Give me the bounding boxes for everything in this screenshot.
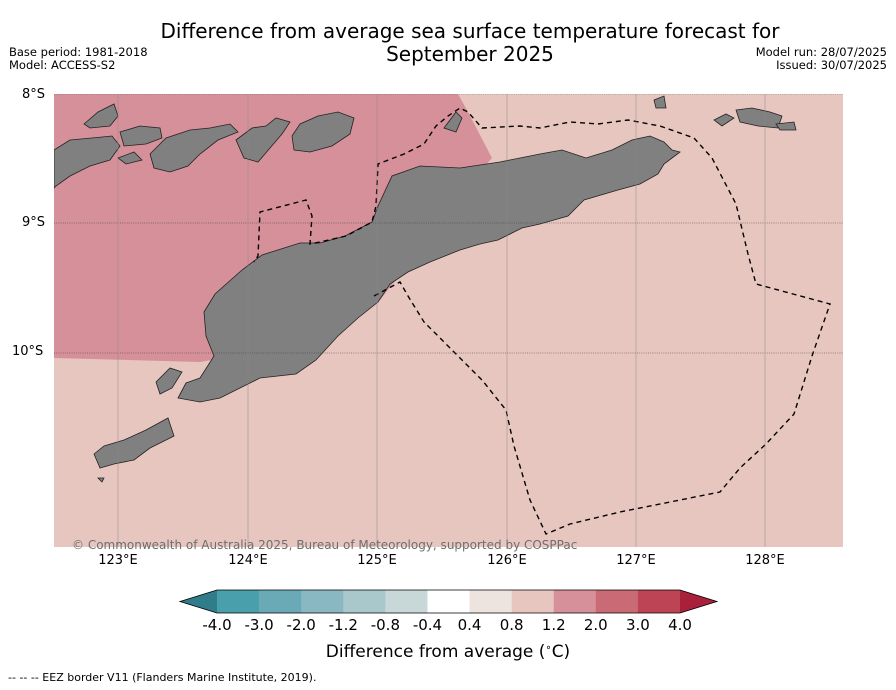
- title-line-1: Difference from average sea surface temp…: [160, 19, 780, 43]
- land-semau: [155, 367, 183, 395]
- lon-label-127e: 127°E: [616, 553, 656, 568]
- model-run: Model run: 28/07/2025: [755, 45, 887, 59]
- colorbar-segment: [553, 590, 597, 613]
- colorbar-label: Difference from average (∘C): [325, 642, 571, 662]
- colorbar-over-arrow: [680, 590, 717, 613]
- colorbar-segment: [595, 590, 639, 613]
- copyright-notice: © Commonwealth of Australia 2025, Bureau…: [72, 538, 578, 552]
- colorbar-tick-label: -3.0: [244, 616, 274, 634]
- eez-border: [253, 107, 831, 535]
- colorbar-under-arrow: [180, 590, 217, 613]
- colorbar-segment: [385, 590, 428, 613]
- land-islet-e: [713, 113, 735, 127]
- colorbar-tick-label: -1.2: [328, 616, 358, 634]
- meridians: [117, 94, 766, 547]
- land-flores: [54, 135, 121, 189]
- colorbar-segment: [217, 590, 260, 613]
- colorbar-segment: [469, 590, 512, 613]
- colorbar-tick-label: 3.0: [625, 616, 650, 634]
- colorbar-segment: [427, 590, 470, 613]
- issued-date: Issued: 30/07/2025: [776, 58, 887, 72]
- land-islet-g: [775, 121, 797, 131]
- land-timor: [177, 135, 681, 403]
- land-islet-c: [443, 111, 463, 133]
- lon-label-126e: 126°E: [487, 553, 527, 568]
- land-atauro: [291, 111, 355, 153]
- land-pantar: [119, 125, 163, 147]
- colorbar-segment: [301, 590, 344, 613]
- colorbar-tick-label: -4.0: [202, 616, 232, 634]
- land-islet-b: [117, 151, 143, 165]
- land-wetar: [235, 117, 291, 163]
- colorbar-segment: [511, 590, 555, 613]
- chart-title: Difference from average sea surface temp…: [120, 20, 820, 66]
- gridlines: [54, 94, 843, 354]
- lon-label-124e: 124°E: [228, 553, 268, 568]
- lat-label-10s: 10°S: [12, 344, 44, 359]
- lon-label-128e: 128°E: [745, 553, 785, 568]
- land-masses: [54, 95, 797, 483]
- lat-label-8s: 8°S: [22, 87, 46, 102]
- land-rote: [93, 417, 175, 469]
- colorbar-segment: [637, 590, 681, 613]
- colorbar-segment: [259, 590, 302, 613]
- model-name: Model: ACCESS-S2: [9, 58, 116, 72]
- colorbar-segment: [343, 590, 386, 613]
- title-line-2: September 2025: [386, 42, 554, 66]
- land-islet-d: [653, 95, 667, 109]
- lon-label-123e: 123°E: [98, 553, 138, 568]
- colorbar-tick-label: -2.0: [286, 616, 316, 634]
- land-islet-h: [97, 477, 105, 483]
- colorbar-tick-label: 0.8: [499, 616, 524, 634]
- colorbar: [178, 589, 719, 614]
- base-period: Base period: 1981-2018: [9, 45, 148, 59]
- colorbar-tick-label: -0.4: [412, 616, 443, 634]
- colorbar-tick-label: 1.2: [541, 616, 566, 634]
- colorbar-tick-label: 2.0: [583, 616, 608, 634]
- colorbar-outline: [178, 589, 719, 614]
- land-islet-f: [735, 107, 783, 129]
- lat-label-9s: 9°S: [22, 215, 46, 230]
- eez-footnote: -- -- -- EEZ border V11 (Flanders Marine…: [8, 671, 317, 684]
- colorbar-tick-label: 4.0: [668, 616, 692, 634]
- meta-right: Model run: 28/07/2025 Issued: 30/07/2025: [756, 46, 887, 72]
- colorbar-tick-label: -0.8: [370, 616, 400, 634]
- land-alor: [149, 123, 239, 173]
- colorbar-tick-label: 0.4: [457, 616, 482, 634]
- lon-label-125e: 125°E: [357, 553, 397, 568]
- meta-left: Base period: 1981-2018 Model: ACCESS-S2: [9, 46, 148, 72]
